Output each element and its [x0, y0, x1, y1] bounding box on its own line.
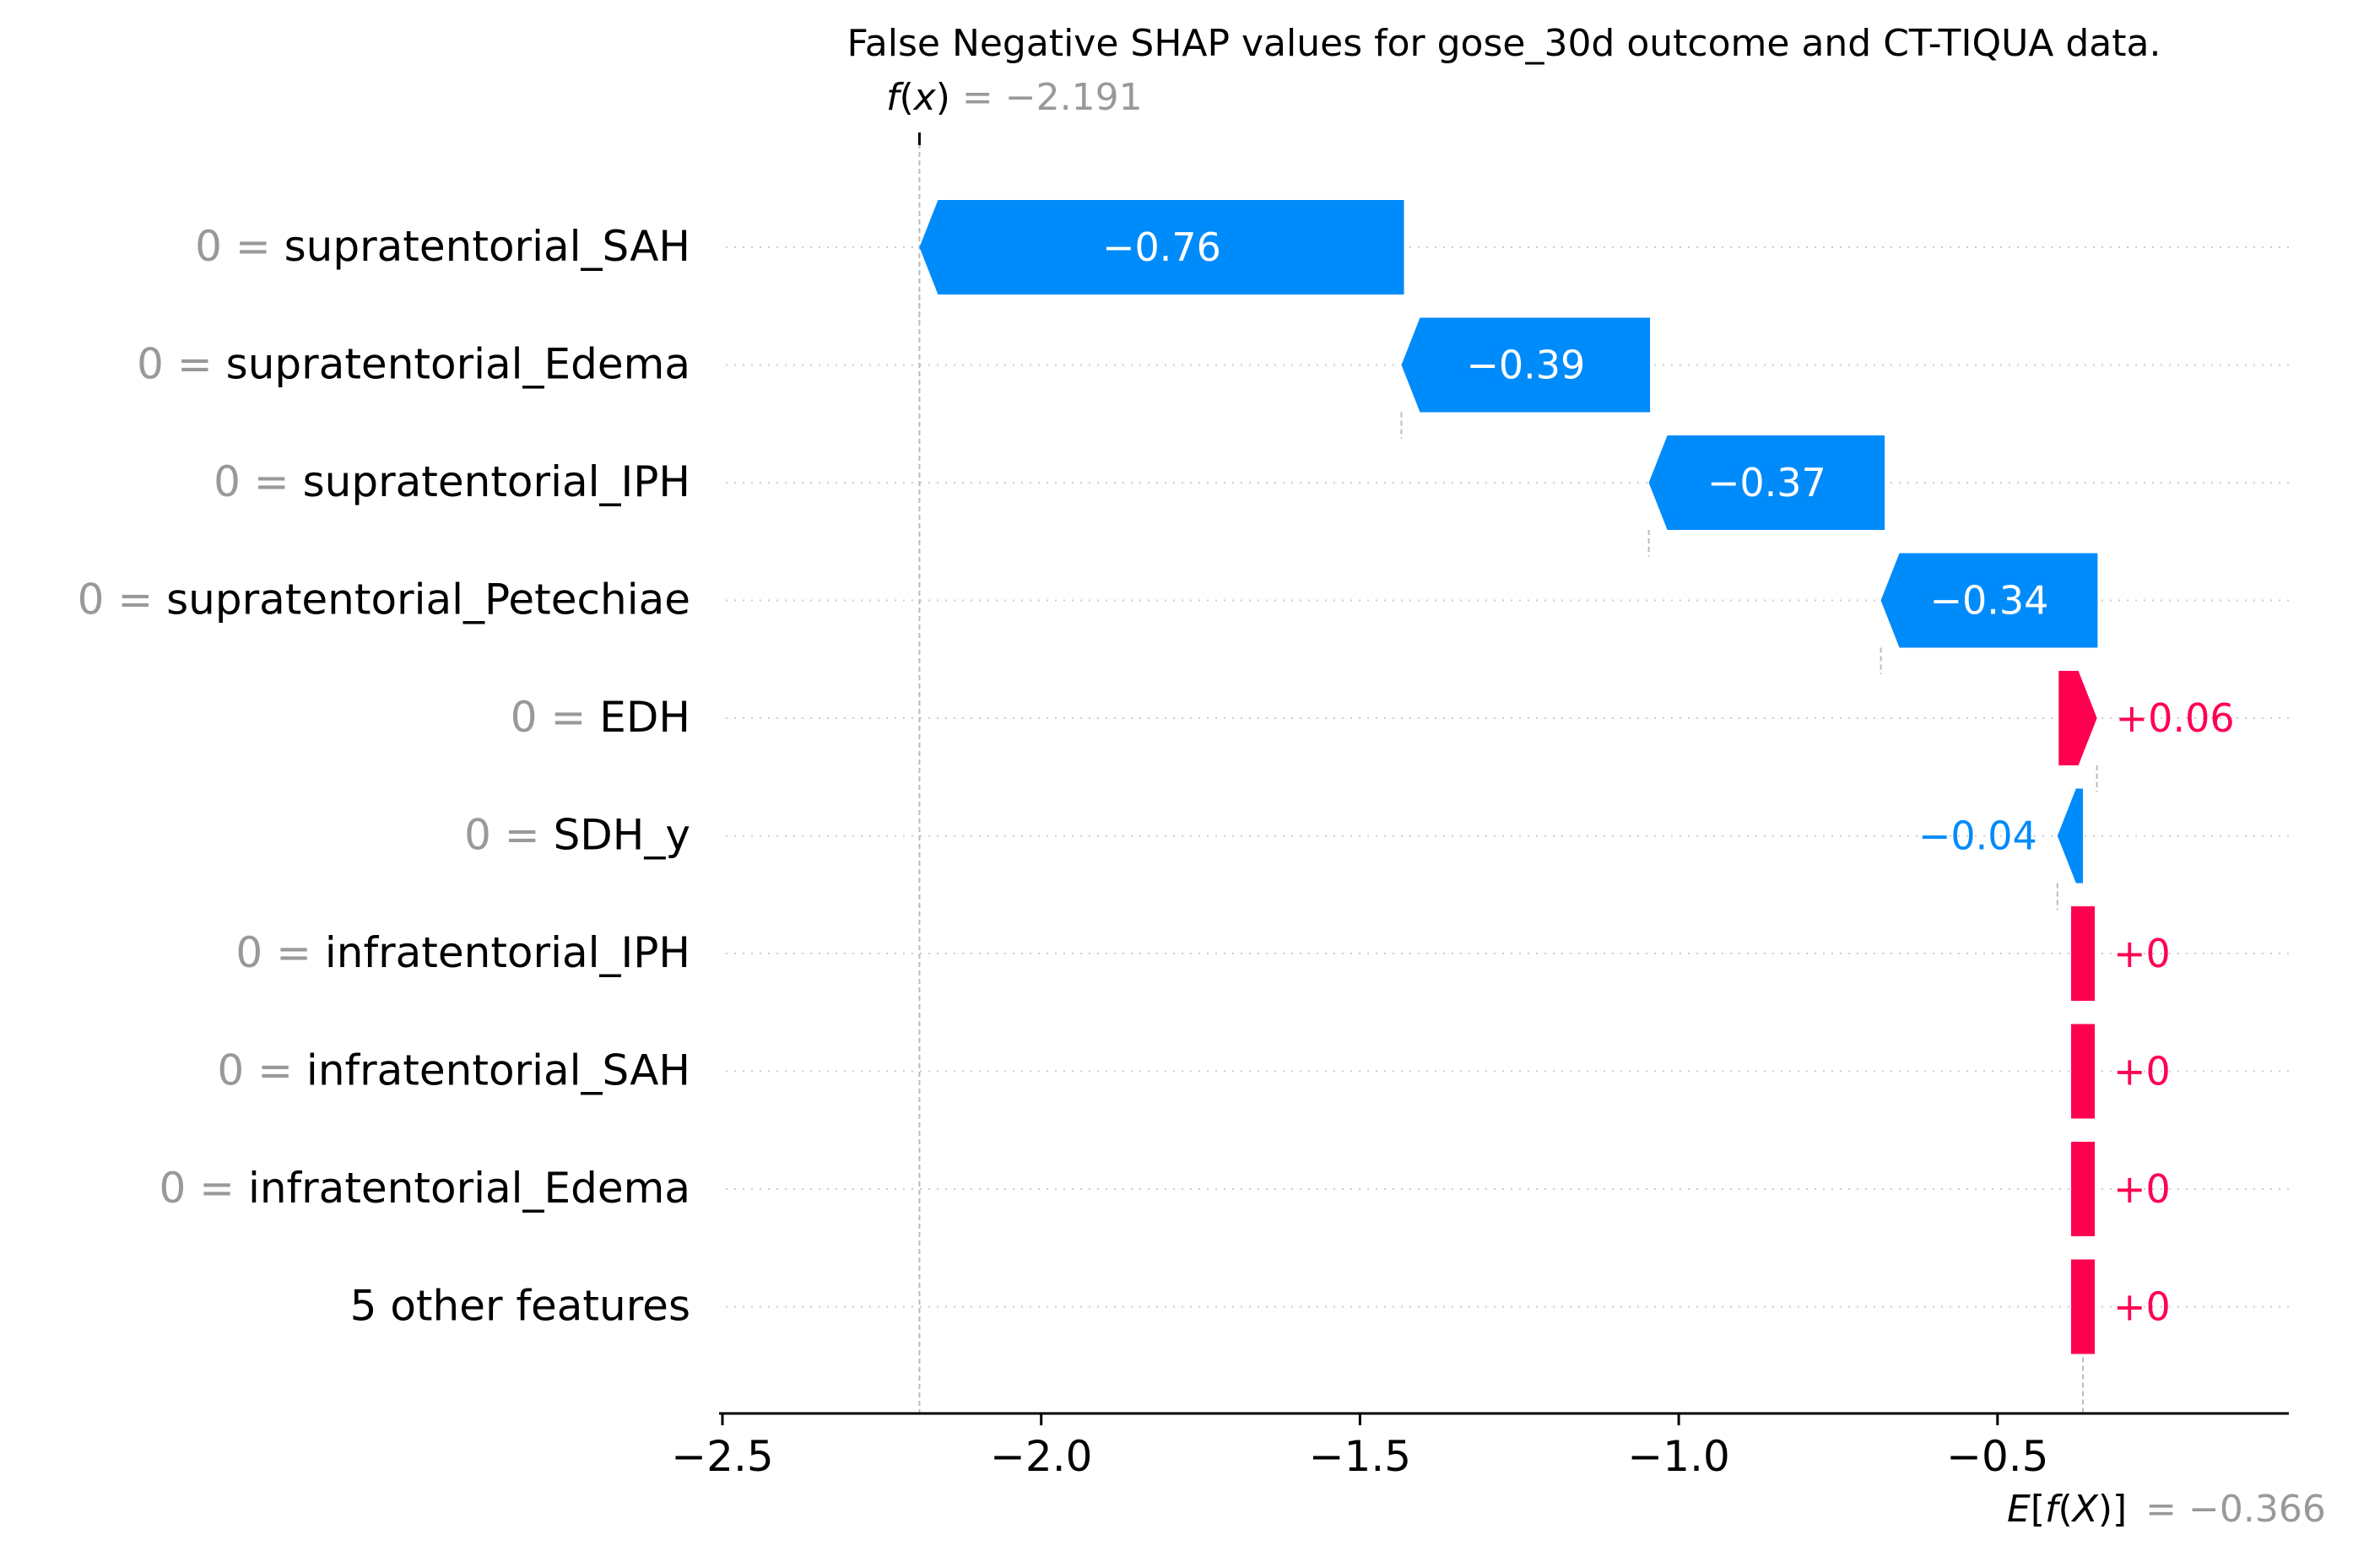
feature-value-prefix: 0 =	[235, 928, 325, 977]
bar-value-label: +0	[2113, 1284, 2171, 1330]
feature-value-prefix: 0 =	[217, 1046, 306, 1095]
feature-name: SDH_y	[554, 811, 690, 860]
svg-text:E[f(X)]= −0.366: E[f(X)] = −0.366	[2007, 1488, 2326, 1531]
feature-value-prefix: 0 =	[137, 340, 226, 389]
feature-label: 0 = SDH_y	[464, 811, 690, 860]
feature-name: 5 other features	[350, 1282, 690, 1331]
waterfall-bar	[919, 200, 1404, 295]
bar-value-label: +0.06	[2116, 695, 2235, 741]
x-tick-label: −0.5	[1946, 1432, 2048, 1481]
feature-name: infratentorial_SAH	[306, 1046, 690, 1095]
feature-value-prefix: 0 =	[159, 1164, 248, 1213]
waterfall-bar	[2071, 1142, 2096, 1236]
waterfall-bar	[2071, 906, 2096, 1001]
bar-value-label: −0.04	[1918, 813, 2037, 859]
feature-value-prefix: 0 =	[195, 222, 284, 271]
fx-label: f(x) = −2.191	[886, 76, 1143, 119]
feature-name: EDH	[599, 693, 690, 742]
feature-label: 0 = supratentorial_Edema	[137, 340, 690, 389]
bar-value-label: +0	[2113, 1166, 2171, 1212]
x-axis: −2.5 −2.0 −1.5 −1.0 −0.5	[671, 1412, 2289, 1481]
efx-value: = −0.366	[2145, 1488, 2326, 1531]
waterfall-bar	[1880, 553, 2098, 648]
efx-label-prefix: E	[2007, 1488, 2031, 1531]
feature-name: supratentorial_SAH	[284, 222, 690, 271]
x-tick-label: −2.0	[990, 1432, 1092, 1481]
fx-value: = −2.191	[962, 76, 1143, 119]
x-tick-label: −1.5	[1309, 1432, 1411, 1481]
efx-label: E[f(X)] = −0.366	[2007, 1488, 2326, 1531]
bar-value-label: +0	[2113, 931, 2171, 976]
feature-value-prefix: 0 =	[464, 811, 554, 860]
feature-label: 0 = supratentorial_SAH	[195, 222, 690, 271]
feature-name: supratentorial_Edema	[226, 340, 690, 389]
feature-value-prefix: 0 =	[78, 576, 167, 624]
waterfall-bar	[2057, 788, 2084, 884]
efx-label-close: )]	[2098, 1488, 2127, 1531]
bar-value-label: −0.76	[1102, 224, 1221, 270]
feature-value-prefix: 0 =	[511, 693, 600, 742]
bar-value-label: −0.39	[1466, 343, 1585, 388]
feature-name: infratentorial_Edema	[248, 1164, 690, 1213]
waterfall-bar	[1648, 435, 1885, 530]
feature-label: 0 = supratentorial_IPH	[214, 457, 690, 506]
x-tick-label: −1.0	[1627, 1432, 1729, 1481]
chart-title: False Negative SHAP values for gose_30d …	[847, 22, 2161, 65]
waterfall-bar	[2071, 1024, 2096, 1119]
fx-label-open-paren: (	[900, 76, 914, 119]
bar-value-label: −0.34	[1929, 578, 2048, 624]
feature-label: 0 = infratentorial_SAH	[217, 1046, 690, 1095]
bar-layer: −0.76 −0.39 −0.37 −0.34 +0.06 −0.04 +0 +0 +0 +0	[919, 200, 2235, 1354]
svg-text:f(x)= −2.191: f(x) = −2.191	[886, 76, 1143, 119]
feature-label: 5 other features	[350, 1282, 690, 1331]
x-tick-label: −2.5	[671, 1432, 773, 1481]
fx-label-close-paren: )	[936, 76, 950, 119]
waterfall-bar	[2071, 1259, 2096, 1354]
efx-label-var: X	[2071, 1488, 2099, 1531]
feature-value-prefix: 0 =	[214, 457, 303, 506]
waterfall-bar	[2058, 671, 2097, 765]
feature-name: supratentorial_IPH	[303, 457, 690, 506]
waterfall-bar	[1401, 317, 1651, 413]
efx-label-open-bracket: [	[2031, 1488, 2045, 1531]
efx-label-open-paren: (	[2058, 1488, 2072, 1531]
feature-name: infratentorial_IPH	[325, 928, 690, 977]
feature-label: 0 = EDH	[511, 693, 690, 742]
feature-label: 0 = infratentorial_Edema	[159, 1164, 690, 1213]
bar-value-label: −0.37	[1707, 460, 1826, 505]
feature-label: 0 = infratentorial_IPH	[235, 928, 690, 977]
feature-name: supratentorial_Petechiae	[166, 576, 690, 624]
feature-label: 0 = supratentorial_Petechiae	[78, 576, 690, 624]
fx-label-var: x	[912, 76, 937, 119]
bar-value-label: +0	[2113, 1049, 2171, 1094]
